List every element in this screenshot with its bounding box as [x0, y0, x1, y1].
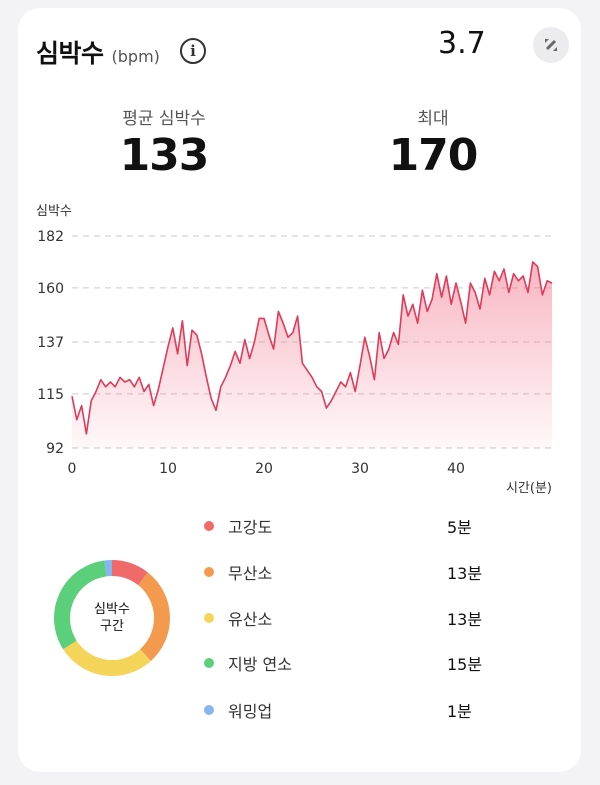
card-title: 심박수 (bpm): [36, 34, 160, 70]
donut-segment: [54, 560, 107, 650]
avg-heart-rate-label: 평균 심박수: [122, 109, 206, 129]
legend-label: 유산소: [228, 610, 273, 629]
legend-label: 지방 연소: [228, 655, 292, 674]
legend-value: 13분: [447, 564, 483, 583]
legend-label: 워밍업: [228, 702, 273, 721]
legend-dot: [204, 521, 214, 531]
legend-item-fat-burn: 지방 연소 15분: [200, 651, 500, 675]
y-tick-label: 160: [37, 281, 64, 297]
heart-rate-area: [72, 261, 552, 448]
expand-icon: [545, 39, 557, 51]
x-tick-label: 20: [255, 461, 273, 477]
legend-dot: [204, 658, 214, 668]
legend-value: 15분: [447, 655, 483, 674]
max-heart-rate-label: 최대: [417, 109, 449, 129]
legend-item-high-intensity: 고강도 5분: [200, 514, 500, 538]
x-axis-title: 시간(분): [506, 481, 552, 496]
legend-dot: [204, 613, 214, 623]
info-icon[interactable]: i: [180, 38, 206, 64]
donut-label-line1: 심박수: [94, 602, 130, 617]
legend-item-anaerobic: 무산소 13분: [200, 560, 500, 584]
y-tick-label: 182: [37, 229, 64, 245]
x-tick-label: 10: [159, 461, 177, 477]
legend-item-warm-up: 워밍업 1분: [200, 698, 500, 722]
donut-segment: [63, 640, 151, 676]
legend-dot: [204, 567, 214, 577]
legend-label: 무산소: [228, 564, 273, 583]
legend-item-aerobic: 유산소 13분: [200, 606, 500, 630]
legend-value: 13분: [447, 610, 483, 629]
version-value: 3.7: [438, 26, 486, 61]
x-tick-label: 40: [447, 461, 465, 477]
donut-segment: [137, 572, 170, 662]
avg-heart-rate-value: 133: [119, 130, 210, 181]
title-text: 심박수: [36, 39, 104, 68]
legend-label: 고강도: [228, 518, 273, 537]
legend-dot: [204, 705, 214, 715]
heart-rate-line: [71, 261, 553, 435]
donut-label-line2: 구간: [100, 619, 124, 634]
legend-value: 5분: [447, 518, 472, 537]
donut-center-label: 심박수 구간: [52, 558, 172, 678]
heart-rate-chart: 182 160 137 115 920 10 20 30 40 시간(분): [37, 229, 553, 496]
max-heart-rate-value: 170: [388, 130, 479, 181]
legend-value: 1분: [447, 702, 472, 721]
x-tick-label: 0: [68, 461, 77, 477]
y-axis-title: 심박수: [36, 204, 72, 219]
donut-segment: [111, 560, 148, 586]
y-tick-label: 92: [46, 441, 64, 457]
heart-rate-zone-donut: [54, 560, 170, 676]
y-tick-label: 115: [37, 387, 64, 403]
title-unit: (bpm): [111, 47, 160, 66]
x-tick-label: 30: [351, 461, 369, 477]
y-tick-label: 137: [37, 335, 64, 351]
expand-button[interactable]: [533, 27, 569, 63]
